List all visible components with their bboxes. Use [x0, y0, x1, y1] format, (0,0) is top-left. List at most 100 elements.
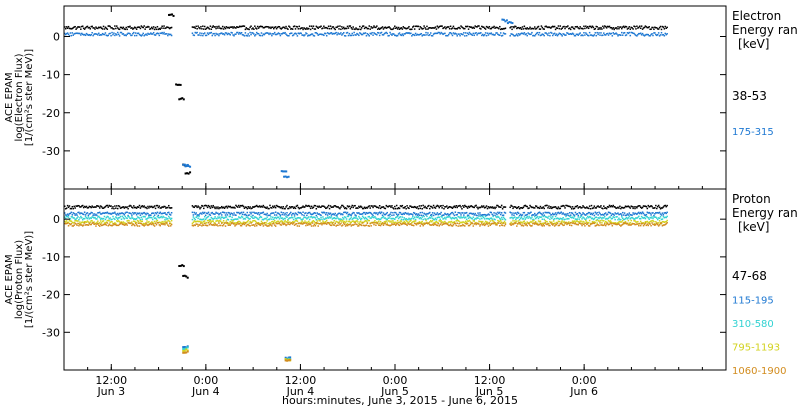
data-point: [452, 213, 455, 215]
data-point: [250, 213, 252, 215]
data-point: [522, 218, 525, 220]
data-point: [627, 32, 630, 35]
data-point: [379, 224, 382, 227]
data-point: [402, 34, 405, 37]
data-point: [85, 217, 88, 219]
data-point: [418, 214, 421, 217]
data-point: [354, 221, 356, 224]
data-point: [293, 216, 296, 218]
data-point: [127, 219, 129, 222]
data-point: [660, 31, 663, 34]
data-point: [539, 220, 542, 222]
data-point: [639, 224, 642, 227]
data-point: [214, 34, 216, 37]
data-point: [419, 26, 422, 28]
data-point: [464, 205, 467, 208]
data-point: [377, 220, 380, 222]
data-point: [395, 224, 397, 227]
data-point: [288, 207, 290, 210]
data-point: [402, 212, 405, 215]
data-point: [315, 214, 318, 217]
data-point: [658, 224, 661, 226]
data-points: [64, 13, 668, 362]
data-point: [101, 207, 104, 209]
legend-title: Electron: [732, 9, 781, 23]
data-point: [281, 222, 284, 224]
data-point: [388, 220, 390, 222]
data-point: [509, 223, 511, 225]
data-point: [575, 213, 578, 216]
data-point: [571, 216, 574, 218]
y-axis-label-proton: ACE EPAM log(Proton Flux) [1/(cm²s ster Me…: [4, 231, 35, 328]
data-point: [477, 222, 479, 225]
data-point: [361, 25, 364, 27]
data-point: [98, 211, 100, 214]
data-point: [533, 27, 535, 30]
data-point: [204, 222, 207, 224]
data-point: [344, 27, 347, 30]
data-point: [418, 205, 421, 207]
data-point: [546, 26, 548, 28]
data-point: [395, 207, 397, 210]
data-point: [638, 222, 640, 225]
data-point: [131, 206, 133, 209]
data-point: [220, 216, 223, 218]
data-point: [534, 205, 537, 207]
data-point: [343, 223, 346, 226]
data-point: [99, 33, 102, 36]
data-point: [409, 32, 411, 35]
data-point: [240, 25, 243, 28]
data-point: [429, 26, 431, 29]
data-point: [567, 25, 569, 27]
data-point: [555, 223, 558, 226]
data-point: [601, 218, 603, 220]
data-point: [64, 216, 66, 218]
data-point: [367, 205, 370, 208]
data-point: [626, 205, 629, 208]
data-point: [548, 224, 550, 227]
data-point: [415, 213, 418, 215]
data-point: [395, 223, 398, 225]
data-point: [114, 25, 116, 27]
data-point: [239, 25, 242, 28]
data-point: [450, 218, 453, 220]
data-point: [395, 34, 397, 37]
data-point: [146, 207, 148, 210]
data-point: [196, 206, 198, 209]
data-point: [554, 28, 557, 31]
data-point: [630, 219, 632, 222]
data-point: [268, 27, 270, 29]
data-point: [84, 214, 87, 216]
data-point: [311, 222, 314, 224]
data-point: [348, 205, 351, 208]
data-point: [499, 217, 501, 220]
data-point: [228, 215, 231, 218]
data-point: [665, 216, 667, 219]
data-point: [220, 224, 222, 227]
data-point: [364, 224, 367, 227]
data-point: [495, 212, 497, 215]
data-point: [229, 215, 231, 218]
data-point: [642, 222, 645, 224]
data-point: [113, 223, 115, 225]
data-point: [249, 211, 251, 214]
data-point: [305, 212, 307, 214]
data-point: [663, 35, 666, 37]
data-point: [67, 216, 70, 218]
data-point: [162, 206, 164, 209]
data-point: [289, 32, 291, 35]
data-point: [443, 223, 445, 225]
data-point: [332, 26, 335, 28]
data-point: [431, 207, 434, 209]
data-point: [295, 219, 298, 222]
data-point: [409, 213, 411, 215]
data-point: [203, 215, 206, 218]
data-point: [425, 214, 427, 216]
data-point: [424, 218, 426, 220]
data-point: [408, 213, 410, 216]
data-point: [212, 220, 214, 222]
data-point: [82, 217, 85, 220]
data-point: [222, 217, 225, 220]
data-point: [211, 224, 214, 226]
data-point: [226, 26, 229, 29]
